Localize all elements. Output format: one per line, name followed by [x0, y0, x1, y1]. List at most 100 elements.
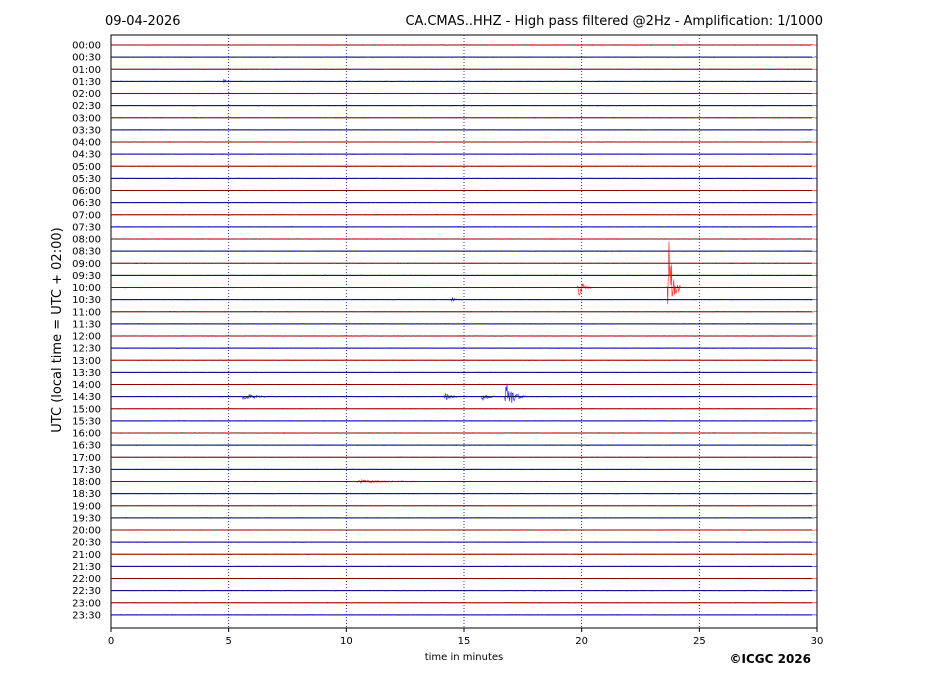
trace-1330 — [111, 371, 817, 374]
trace-0330 — [110, 129, 817, 131]
row-label: 18:00 — [72, 477, 101, 488]
x-tick-label: 0 — [108, 636, 114, 647]
trace-0730 — [110, 226, 817, 228]
x-axis-label: time in minutes — [425, 652, 504, 663]
trace-2200 — [110, 577, 817, 580]
trace-2330 — [110, 614, 817, 616]
row-label: 07:30 — [72, 222, 101, 233]
trace-2230 — [110, 589, 817, 592]
trace-1800 — [110, 478, 817, 484]
trace-2130 — [110, 565, 817, 568]
row-label: 05:00 — [72, 162, 101, 173]
x-tick-label: 10 — [340, 636, 353, 647]
row-label: 14:00 — [72, 380, 101, 391]
trace-1100 — [110, 310, 817, 313]
row-label: 08:30 — [72, 247, 101, 258]
chart-title: CA.CMAS..HHZ - High pass filtered @2Hz -… — [405, 14, 823, 29]
trace-0830 — [110, 250, 817, 252]
row-label: 01:00 — [72, 65, 101, 76]
row-label: 12:30 — [72, 344, 101, 355]
row-label: 03:30 — [72, 125, 101, 136]
trace-0230 — [110, 104, 817, 107]
trace-1030 — [110, 296, 817, 303]
row-label: 17:30 — [72, 465, 101, 476]
trace-1500 — [110, 408, 817, 410]
trace-1900 — [110, 504, 817, 507]
row-label: 04:30 — [72, 150, 101, 161]
trace-1530 — [110, 420, 817, 422]
trace-1200 — [110, 335, 817, 337]
copyright-label: ©ICGC 2026 — [729, 652, 811, 666]
trace-0600 — [110, 189, 817, 192]
x-tick-label: 25 — [693, 636, 706, 647]
trace-1230 — [110, 347, 817, 349]
row-label: 19:00 — [72, 501, 101, 512]
trace-1400 — [110, 383, 817, 386]
row-label: 00:30 — [72, 53, 101, 64]
trace-0430 — [110, 153, 817, 155]
row-label: 13:00 — [72, 356, 101, 367]
row-label: 06:00 — [72, 186, 101, 197]
date-label: 09-04-2026 — [105, 14, 181, 29]
trace-2300 — [110, 601, 817, 604]
row-label: 21:30 — [72, 562, 101, 573]
trace-0800 — [110, 238, 817, 240]
y-axis-label: UTC (local time = UTC + 02:00) — [50, 227, 65, 432]
row-label: 11:30 — [72, 319, 101, 330]
row-label: 07:00 — [72, 210, 101, 221]
row-label: 23:30 — [72, 610, 101, 621]
row-label: 16:30 — [72, 441, 101, 452]
x-tick-label: 20 — [575, 636, 588, 647]
trace-0000 — [110, 44, 817, 46]
trace-1130 — [110, 323, 817, 325]
row-label: 06:30 — [72, 198, 101, 209]
trace-0300 — [110, 116, 817, 119]
row-label: 17:00 — [72, 453, 101, 464]
row-label: 15:30 — [72, 416, 101, 427]
trace-1730 — [110, 468, 817, 471]
row-label: 19:30 — [72, 513, 101, 524]
row-label: 10:00 — [72, 283, 101, 294]
row-label: 09:30 — [72, 271, 101, 282]
row-label: 16:00 — [72, 429, 101, 440]
trace-0130 — [110, 78, 817, 84]
trace-0930 — [110, 274, 817, 277]
trace-1700 — [110, 456, 817, 459]
row-label: 04:00 — [72, 138, 101, 149]
trace-0400 — [110, 141, 817, 143]
trace-0700 — [110, 213, 817, 216]
trace-2000 — [110, 529, 817, 531]
trace-2100 — [110, 553, 817, 556]
row-label: 08:00 — [72, 235, 101, 246]
row-label: 13:30 — [72, 368, 101, 379]
row-label: 09:00 — [72, 259, 101, 270]
trace-1300 — [110, 359, 817, 362]
trace-0500 — [110, 165, 817, 168]
trace-0200 — [110, 92, 817, 95]
trace-0530 — [110, 177, 817, 180]
trace-1600 — [110, 432, 817, 434]
row-label: 18:30 — [72, 489, 101, 500]
trace-1930 — [110, 517, 817, 519]
row-label: 02:30 — [72, 101, 101, 112]
plot-area: 0 5 10 15 20 25 30 00:0000:3001:0001:3002:0002:… — [72, 34, 824, 647]
row-label: 20:30 — [72, 538, 101, 549]
row-label: 21:00 — [72, 550, 101, 561]
trace-2030 — [110, 541, 817, 543]
trace-1430 — [110, 383, 817, 403]
row-label: 02:00 — [72, 89, 101, 100]
row-label: 03:00 — [72, 113, 101, 124]
x-tick-label: 15 — [458, 636, 471, 647]
x-tick-label: 5 — [225, 636, 231, 647]
row-label: 00:00 — [72, 41, 101, 52]
row-label: 12:00 — [72, 332, 101, 343]
x-tick-label: 30 — [811, 636, 824, 647]
row-label: 05:30 — [72, 174, 101, 185]
row-label: 22:00 — [72, 574, 101, 585]
trace-1830 — [110, 492, 817, 495]
row-label: 11:00 — [72, 307, 101, 318]
row-label: 20:00 — [72, 526, 101, 537]
trace-0630 — [110, 201, 817, 204]
trace-0030 — [110, 56, 817, 58]
